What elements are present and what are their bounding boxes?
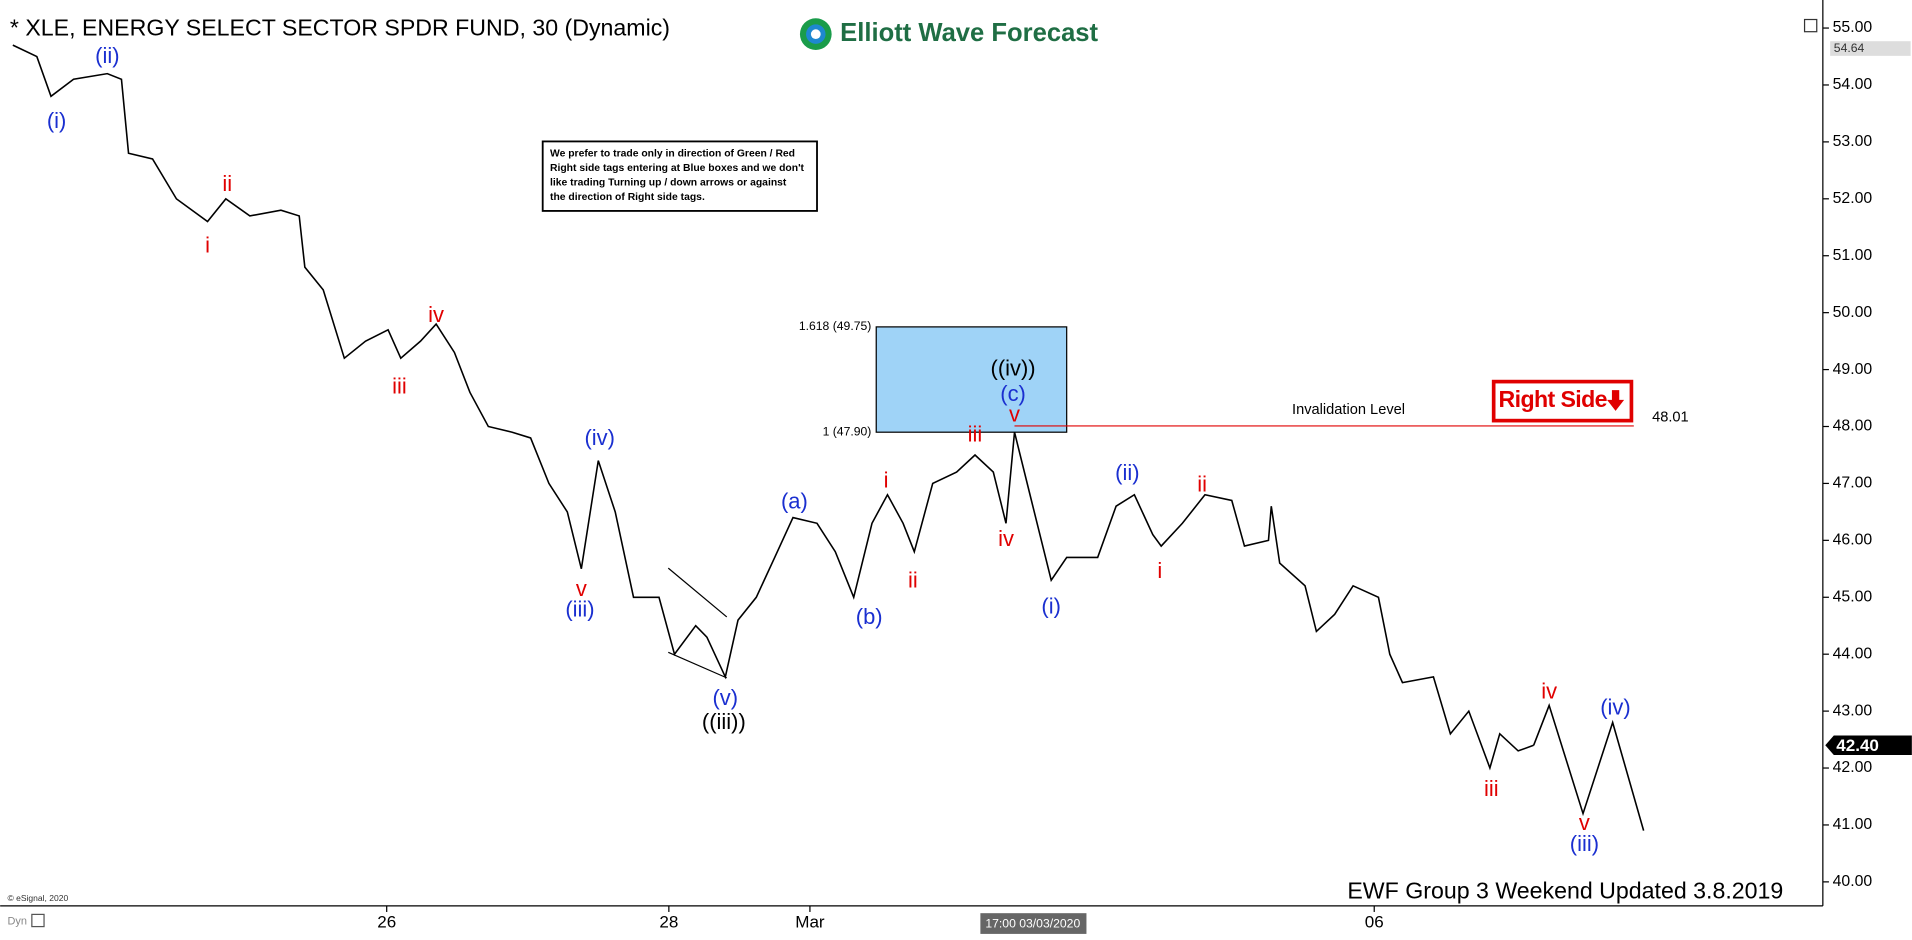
projection-line (1532, 703, 1645, 831)
wave-label: (iv) (1600, 695, 1630, 720)
wave-label: (v) (712, 685, 738, 710)
invalidation-label: Invalidation Level (1292, 402, 1405, 418)
brand: Elliott Wave Forecast (840, 19, 1098, 47)
wave-label: ((iv)) (991, 355, 1036, 380)
y-tick-label: 53.00 (1833, 133, 1873, 150)
y-tick-label: 51.00 (1833, 247, 1873, 264)
marker-price: 54.64 (1834, 41, 1865, 55)
note-line: like trading Turning up / down arrows or… (550, 178, 787, 189)
chart-title: * XLE, ENERGY SELECT SECTOR SPDR FUND, 3… (10, 14, 670, 40)
wave-label: v (1009, 401, 1020, 426)
wave-label: iv (1541, 679, 1557, 704)
channel-lines (667, 567, 728, 679)
box-level-label: 1.618 (49.75) (799, 319, 872, 333)
right-side-text: Right Side (1499, 386, 1608, 412)
wave-label: ii (1197, 471, 1207, 496)
note-line: Right side tags entering at Blue boxes a… (550, 163, 805, 174)
wave-label: (iii) (565, 597, 594, 622)
wave-label: iii (968, 421, 983, 446)
wave-label: (iv) (584, 425, 614, 450)
wave-label: v (1579, 810, 1590, 835)
box-level-label: 1 (47.90) (823, 424, 872, 438)
y-tick-label: 55.00 (1833, 19, 1873, 36)
y-tick-label: 50.00 (1833, 304, 1873, 321)
y-tick-label: 45.00 (1833, 588, 1873, 605)
logo-icon-center (810, 29, 821, 40)
wave-label: ii (908, 568, 918, 593)
y-tick-label: 44.00 (1833, 645, 1873, 662)
note-frame (541, 140, 818, 212)
x-tick-label: 28 (659, 912, 678, 931)
window-icon[interactable] (1803, 18, 1818, 33)
y-tick-label: 46.00 (1833, 532, 1873, 549)
wave-label: iii (1484, 776, 1499, 801)
wave-label: (c) (1000, 381, 1026, 406)
wave-label: (b) (856, 604, 883, 629)
note-line: the direction of Right side tags. (550, 192, 705, 203)
channel-line (668, 651, 728, 679)
y-tick-label: 52.00 (1833, 190, 1873, 207)
copyright: © eSignal, 2020 (7, 893, 68, 903)
last-price: 42.40 (1836, 736, 1879, 755)
x-tick-label: 26 (377, 912, 396, 931)
wave-label: iv (428, 302, 444, 327)
wave-label: i (1157, 558, 1162, 583)
y-tick-label: 43.00 (1833, 702, 1873, 719)
logo: Elliott Wave Forecast (799, 18, 1099, 50)
y-tick-label: 48.00 (1833, 418, 1873, 435)
price-line (12, 44, 1534, 771)
cursor-label-box (980, 913, 1087, 934)
wave-label: iv (998, 526, 1014, 551)
note-line: We prefer to trade only in direction of … (550, 148, 795, 159)
wave-label: (i) (47, 108, 66, 133)
target-box (875, 326, 1068, 433)
cursor-label: 17:00 03/03/2020 (985, 916, 1080, 930)
wave-label: ii (222, 171, 232, 196)
y-tick-label: 47.00 (1833, 475, 1873, 492)
right-side-arrow (1607, 390, 1625, 411)
wave-label: (a) (781, 489, 808, 514)
wave-label: iii (392, 374, 407, 399)
y-tick-label: 54.00 (1833, 76, 1873, 93)
wave-label: (iii) (1570, 831, 1599, 856)
wave-label: i (205, 232, 210, 257)
channel-line (667, 567, 728, 618)
mode-label: Dyn (7, 916, 27, 928)
y-tick-label: 41.00 (1833, 816, 1873, 833)
y-tick-label: 49.00 (1833, 361, 1873, 378)
marker-price-box (1830, 41, 1911, 56)
wave-label: i (884, 468, 889, 493)
wave-label: v (576, 576, 587, 601)
last-price-box (1825, 735, 1912, 756)
wave-label: ((iii)) (702, 709, 746, 734)
invalidation-value: 48.01 (1652, 409, 1689, 425)
note-box: We prefer to trade only in direction of … (541, 140, 818, 212)
wave-label: (ii) (95, 43, 119, 68)
y-tick-label: 42.00 (1833, 759, 1873, 776)
footer: EWF Group 3 Weekend Updated 3.8.2019 (1347, 878, 1783, 904)
x-tick-label: Mar (795, 912, 825, 931)
x-tick-label: 06 (1365, 912, 1384, 931)
wave-label: (i) (1041, 593, 1060, 618)
y-tick-label: 40.00 (1833, 873, 1873, 890)
wave-label: (ii) (1115, 460, 1139, 485)
right-side-tag: Right Side (1491, 379, 1634, 423)
mode-icon[interactable] (31, 913, 45, 928)
